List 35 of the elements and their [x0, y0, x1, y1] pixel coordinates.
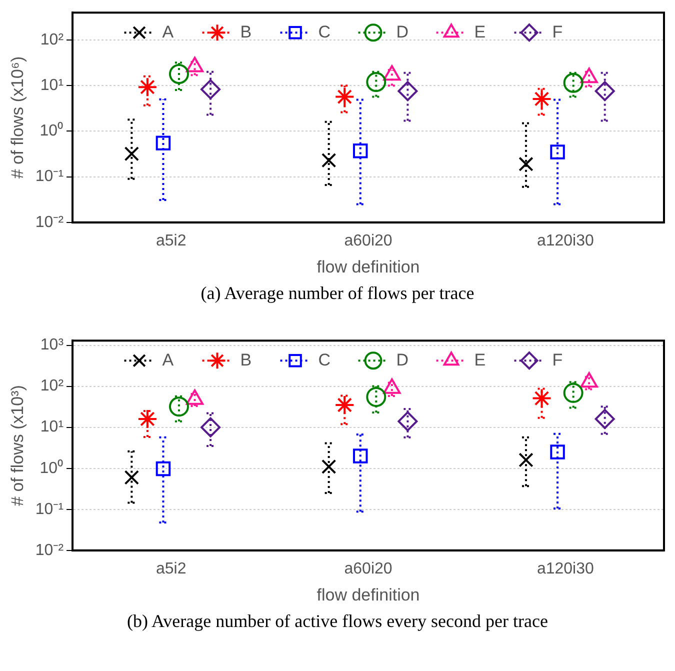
x-axis-title: flow definition: [316, 585, 420, 604]
text: (b) Average number of active flows every second per trace: [126, 610, 549, 632]
y-axis-title: # of flows (x10⁶): [8, 56, 27, 179]
legend-label: C: [318, 350, 331, 370]
y-tick-label: 10¹: [40, 418, 64, 436]
y-tick-label: 10⁻²: [35, 214, 64, 231]
x-tick-label: a120i30: [536, 232, 594, 250]
x-tick-label: a5i2: [156, 560, 186, 578]
y-tick-label: 10²: [40, 378, 64, 395]
legend-label: F: [552, 350, 563, 370]
y-tick-label: 10¹: [40, 77, 64, 94]
y-tick-label: 10³: [40, 336, 64, 354]
legend-label: A: [162, 350, 174, 370]
legend-label: D: [396, 350, 409, 370]
x-tick-label: a60i20: [344, 560, 392, 578]
legend-label: A: [162, 22, 174, 42]
y-tick-label: 10⁰: [40, 458, 64, 477]
legend-label: F: [552, 22, 563, 42]
legend-label: B: [240, 22, 252, 42]
text: (a) Average number of flows per trace: [200, 282, 476, 304]
y-tick-label: 10⁰: [40, 122, 64, 140]
legend-label: B: [240, 350, 252, 370]
legend-label: E: [474, 350, 486, 370]
x-tick-label: a60i20: [344, 232, 392, 250]
x-axis-title: flow definition: [316, 257, 420, 276]
x-tick-label: a120i30: [536, 560, 594, 578]
y-tick-label: 10⁻²: [35, 542, 64, 559]
legend-label: D: [396, 22, 409, 42]
y-tick-label: 10⁻¹: [35, 500, 64, 518]
y-tick-label: 10⁻¹: [35, 168, 64, 186]
legend-label: C: [318, 22, 331, 42]
y-axis-title: # of flows (x10³): [8, 385, 27, 506]
legend-label: E: [474, 22, 486, 42]
x-tick-label: a5i2: [156, 232, 186, 250]
y-tick-label: 10²: [40, 31, 64, 48]
